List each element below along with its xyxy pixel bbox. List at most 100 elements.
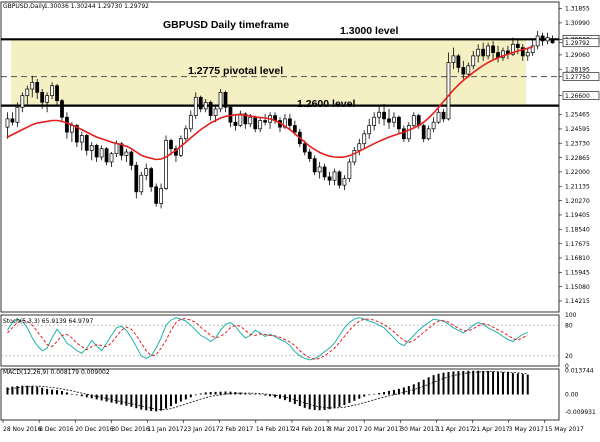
macd-histogram-bar bbox=[179, 394, 182, 402]
macd-histogram-bar bbox=[16, 386, 19, 395]
price-marker-box bbox=[562, 72, 600, 81]
macd-histogram-bar bbox=[269, 394, 272, 397]
price-tick-label: 1.17675 bbox=[565, 241, 590, 248]
macd-histogram-bar bbox=[298, 394, 301, 407]
chart-title: GBPUSD Daily timeframe bbox=[163, 19, 289, 31]
candle-body bbox=[208, 101, 213, 116]
macd-histogram-bar bbox=[249, 393, 252, 395]
macd-histogram-bar bbox=[492, 371, 495, 395]
candle-body bbox=[337, 171, 342, 186]
candle-body bbox=[421, 125, 426, 140]
price-tick-label: 1.29792 bbox=[565, 40, 590, 47]
candle-body bbox=[55, 85, 59, 101]
macd-histogram-bar bbox=[368, 394, 371, 396]
macd-histogram-bar bbox=[199, 393, 202, 395]
macd-histogram-bar bbox=[219, 391, 222, 395]
macd-histogram-bar bbox=[259, 394, 262, 395]
macd-histogram-bar bbox=[353, 394, 356, 401]
candle-body bbox=[436, 111, 441, 123]
time-tick-label: 21 Apr 2017 bbox=[473, 426, 510, 433]
candle-body bbox=[109, 153, 114, 163]
candle-body bbox=[520, 47, 525, 57]
main-pane-frame bbox=[0, 1, 560, 313]
candle-body bbox=[322, 166, 327, 178]
macd-histogram-bar bbox=[150, 394, 153, 412]
time-tick-label: 3 May 2017 bbox=[509, 426, 544, 433]
macd-tick-label: 0.013744 bbox=[565, 368, 594, 375]
price-tick-label: 1.20270 bbox=[565, 198, 590, 205]
candle-body bbox=[218, 91, 223, 110]
macd-histogram-bar bbox=[338, 394, 341, 407]
macd-histogram-bar bbox=[214, 391, 217, 395]
macd-histogram-bar bbox=[432, 375, 435, 395]
macd-histogram-bar bbox=[120, 394, 123, 405]
candle-body bbox=[545, 37, 550, 42]
symbol-label: GBPUSD,Daily bbox=[3, 3, 46, 10]
candle-body bbox=[129, 151, 134, 166]
candle-body bbox=[510, 43, 515, 55]
macd-histogram-bar bbox=[189, 394, 192, 398]
candle-body bbox=[362, 133, 367, 145]
candle-body bbox=[248, 116, 253, 125]
candle-body bbox=[149, 168, 154, 188]
candle-body bbox=[203, 101, 208, 110]
macd-histogram-bar bbox=[125, 394, 128, 406]
candle-body bbox=[169, 140, 173, 150]
macd-histogram-bar bbox=[427, 377, 430, 395]
macd-histogram-bar bbox=[204, 392, 207, 395]
macd-histogram-bar bbox=[174, 394, 177, 404]
candle-body bbox=[154, 186, 159, 204]
candle-body bbox=[317, 166, 322, 173]
macd-histogram-bar bbox=[462, 370, 465, 395]
candle-body bbox=[292, 125, 297, 133]
candle-body bbox=[486, 45, 490, 57]
candle-body bbox=[288, 118, 292, 126]
candle-body bbox=[401, 128, 406, 140]
time-tick-label: 15 May 2017 bbox=[545, 426, 584, 433]
candle-body bbox=[426, 128, 431, 140]
candle-body bbox=[387, 118, 391, 123]
macd-histogram-bar bbox=[239, 392, 242, 395]
macd-histogram-bar bbox=[328, 394, 331, 410]
candle-body bbox=[263, 120, 268, 123]
macd-histogram-bar bbox=[155, 394, 158, 412]
macd-histogram-bar bbox=[90, 394, 93, 399]
macd-histogram-bar bbox=[105, 394, 108, 402]
candle-body bbox=[40, 91, 45, 103]
candle-body bbox=[79, 135, 84, 143]
macd-histogram-bar bbox=[135, 394, 138, 409]
macd-histogram-bar bbox=[348, 394, 351, 403]
candle-body bbox=[535, 35, 540, 47]
candle-body bbox=[431, 121, 436, 130]
price-tick-label: 1.22865 bbox=[565, 155, 590, 162]
macd-histogram-bar bbox=[11, 386, 14, 395]
macd-histogram-bar bbox=[165, 394, 168, 409]
candle-body bbox=[10, 118, 15, 123]
stoch-tick-label: 80 bbox=[565, 322, 573, 329]
candle-body bbox=[164, 140, 168, 189]
macd-histogram-bar bbox=[65, 392, 68, 395]
macd-histogram-bar bbox=[110, 394, 113, 403]
macd-histogram-bar bbox=[145, 394, 148, 411]
macd-histogram-bar bbox=[457, 371, 460, 395]
candle-body bbox=[515, 43, 520, 48]
macd-histogram-bar bbox=[363, 394, 366, 397]
macd-histogram-bar bbox=[6, 387, 9, 395]
price-tick-label: 1.29060 bbox=[565, 52, 590, 59]
price-tick-label: 1.25465 bbox=[565, 112, 590, 119]
macd-histogram-bar bbox=[244, 393, 247, 395]
macd-histogram-bar bbox=[75, 394, 78, 396]
macd-histogram-bar bbox=[308, 394, 311, 410]
price-tick-label: 1.15080 bbox=[565, 284, 590, 291]
time-tick-label: 11 Apr 2017 bbox=[436, 426, 473, 433]
macd-histogram-bar bbox=[209, 392, 212, 395]
candle-body bbox=[134, 164, 139, 193]
time-tick-label: 20 Mar 2017 bbox=[364, 426, 402, 433]
level-label-1-2600: 1.2600 level bbox=[297, 98, 355, 110]
macd-histogram-bar bbox=[70, 393, 73, 395]
candle-body bbox=[5, 118, 10, 128]
macd-histogram-bar bbox=[313, 394, 316, 410]
macd-histogram-bar bbox=[323, 394, 326, 410]
macd-histogram-bar bbox=[21, 385, 24, 395]
